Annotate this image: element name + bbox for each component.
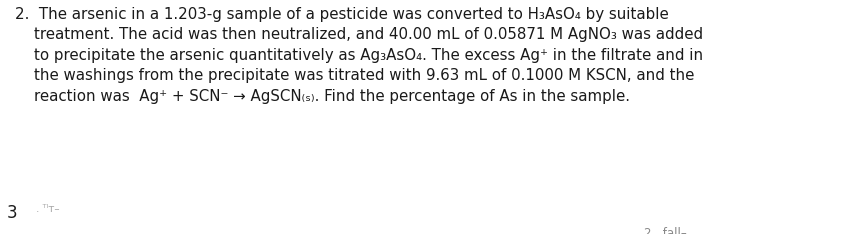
Text: 2.  fall–: 2. fall–	[644, 227, 686, 234]
Text: . ᵀᴵᴛ–: . ᵀᴵᴛ–	[36, 204, 60, 214]
Text: 2.  The arsenic in a 1.203-g sample of a pesticide was converted to H₃AsO₄ by su: 2. The arsenic in a 1.203-g sample of a …	[15, 7, 704, 104]
Text: 3: 3	[7, 204, 17, 222]
